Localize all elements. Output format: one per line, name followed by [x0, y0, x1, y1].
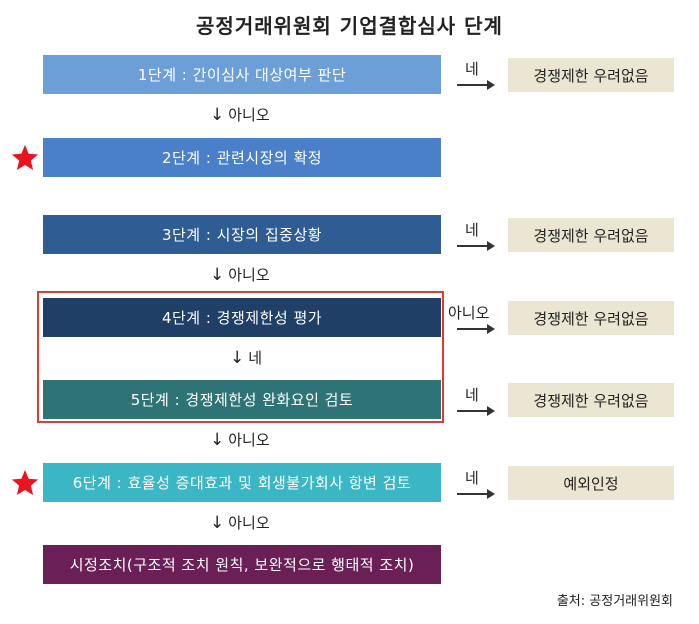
- flow-label: 아니오: [228, 431, 270, 449]
- result-label: 경쟁제한 우려없음: [533, 226, 649, 245]
- step-6-label: 6단계 : 효율성 증대효과 및 회생불가회사 항변 검토: [72, 474, 412, 492]
- step-3-label: 3단계 : 시장의 집중상황: [161, 226, 323, 244]
- result-box-6: 예외인정: [508, 466, 674, 500]
- down-arrow-icon: ↓: [230, 347, 245, 368]
- step-6-box: 6단계 : 효율성 증대효과 및 회생불가회사 항변 검토: [43, 463, 441, 502]
- step-5-label: 5단계 : 경쟁제한성 완화요인 검토: [130, 391, 354, 409]
- star-icon: [11, 469, 39, 495]
- right-arrow-icon: [457, 489, 495, 499]
- step-1-label: 1단계 : 간이심사 대상여부 판단: [137, 66, 347, 84]
- down-arrow-icon: ↓: [210, 104, 225, 125]
- result-box-3: 경쟁제한 우려없음: [508, 218, 674, 252]
- branch-label-6: 네: [465, 469, 479, 487]
- star-icon: [11, 144, 39, 170]
- down-arrow-icon: ↓: [210, 429, 225, 450]
- highlight-frame: [37, 291, 444, 423]
- step-4-label: 4단계 : 경쟁제한성 평가: [161, 309, 323, 327]
- diagram-title: 공정거래위원회 기업결합심사 단계: [196, 14, 503, 38]
- step-5-box: 5단계 : 경쟁제한성 완화요인 검토: [43, 380, 441, 419]
- flow-label: 아니오: [228, 106, 270, 124]
- branch-label-1: 네: [465, 60, 479, 78]
- right-arrow-icon: [457, 406, 495, 416]
- flow-label: 네: [248, 349, 263, 367]
- step-3-box: 3단계 : 시장의 집중상황: [43, 215, 441, 254]
- remedy-box: 시정조치(구조적 조치 원칙, 보완적으로 행태적 조치): [43, 545, 441, 584]
- branch-label-5: 네: [465, 386, 479, 404]
- result-box-4: 경쟁제한 우려없음: [508, 301, 674, 335]
- down-arrow-icon: ↓: [210, 512, 225, 533]
- step-2-label: 2단계 : 관련시장의 확정: [161, 149, 323, 167]
- flow-step1-to-step2: ↓ 아니오: [210, 104, 270, 125]
- right-arrow-icon: [457, 241, 495, 251]
- right-arrow-icon: [457, 324, 495, 334]
- step-2-box: 2단계 : 관련시장의 확정: [43, 138, 441, 177]
- flow-step5-to-step6: ↓ 아니오: [210, 429, 270, 450]
- result-label: 경쟁제한 우려없음: [533, 391, 649, 410]
- result-label: 경쟁제한 우려없음: [533, 66, 649, 85]
- flow-label: 아니오: [228, 514, 270, 532]
- flow-step3-to-step4: ↓ 아니오: [210, 264, 270, 285]
- branch-label-3: 네: [465, 221, 479, 239]
- right-arrow-icon: [457, 80, 495, 90]
- flow-label: 아니오: [228, 266, 270, 284]
- step-4-box: 4단계 : 경쟁제한성 평가: [43, 298, 441, 337]
- result-box-1: 경쟁제한 우려없음: [508, 58, 674, 92]
- down-arrow-icon: ↓: [210, 264, 225, 285]
- source-credit: 출처: 공정거래위원회: [556, 594, 673, 609]
- step-1-box: 1단계 : 간이심사 대상여부 판단: [43, 55, 441, 94]
- result-label: 경쟁제한 우려없음: [533, 309, 649, 328]
- branch-label-4: 아니오: [448, 304, 490, 322]
- remedy-label: 시정조치(구조적 조치 원칙, 보완적으로 행태적 조치): [69, 556, 415, 574]
- result-box-5: 경쟁제한 우려없음: [508, 383, 674, 417]
- flow-step6-to-remedy: ↓ 아니오: [210, 512, 270, 533]
- flow-step4-to-step5: ↓ 네: [230, 347, 262, 368]
- result-label: 예외인정: [563, 474, 619, 493]
